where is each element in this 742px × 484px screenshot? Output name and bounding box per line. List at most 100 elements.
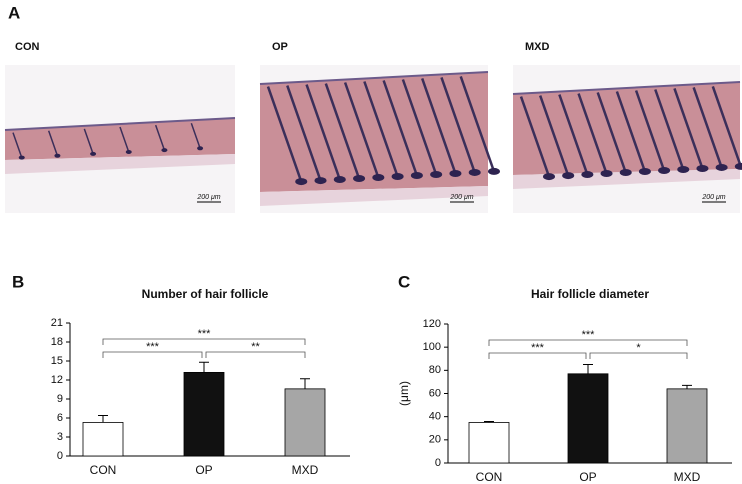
error-bar [484,421,494,423]
y-tick-label: 80 [429,364,441,376]
follicle-bulb [468,168,481,176]
follicle-bulb [581,171,594,179]
follicle-bulb [410,171,423,179]
image-label: CON [15,41,40,53]
significance-bracket [488,339,688,346]
y-tick-label: 15 [51,355,63,367]
follicle [266,86,303,182]
follicle [154,124,166,151]
follicle [343,82,380,178]
significance-bracket [488,352,587,359]
bar [468,422,510,464]
y-tick-label: 21 [51,317,63,329]
follicle [577,93,608,174]
image-label: MXD [525,41,550,53]
significance-label: *** [146,341,160,353]
tissue [513,82,740,175]
follicle [539,95,570,176]
follicle [615,91,647,172]
follicle-bulb [353,175,366,183]
scale-label: 200 μm [701,194,725,201]
x-tick-label: CON [90,463,117,477]
follicle [83,128,94,155]
histology-image [4,65,236,213]
y-tick-label: 6 [57,412,63,424]
follicle [558,94,589,175]
follicle-bulb [391,173,404,181]
tissue [5,118,235,160]
scale-label: 200 μm [196,194,220,201]
histology-image [259,65,500,213]
follicle-bulb [638,168,651,176]
follicle-bulb [125,150,132,154]
y-tick-label: 18 [51,336,63,348]
significance-label: * [636,342,641,354]
significance-bracket [102,338,306,345]
follicle-bulb [600,170,613,178]
fat-layer [5,154,235,174]
follicle-bulb [619,169,632,177]
follicle [119,126,130,153]
significance-label: *** [198,328,212,340]
y-tick-label: 0 [57,450,63,462]
y-tick-label: 3 [57,431,63,443]
panel-label: A [8,3,20,22]
error-bar [583,364,593,374]
y-tick-label: 120 [423,318,441,330]
follicle [673,88,704,169]
follicle [692,87,723,168]
follicle-bulb [295,178,308,186]
histology-image [512,65,742,213]
y-tick-label: 20 [429,434,441,446]
error-bar [682,384,692,389]
follicle-bulb [562,172,575,180]
follicle-bulb [90,151,97,156]
bar [666,388,708,464]
follicle-bulb [696,164,709,172]
follicle [382,80,419,176]
x-tick-label: MXD [674,470,701,484]
error-bar [199,361,209,373]
follicle-bulb [333,176,346,184]
bar [284,388,326,457]
scale-label: 200 μm [449,194,473,201]
follicle-bulb [449,169,462,177]
follicle [305,84,341,180]
follicle [324,83,361,179]
x-tick-label: OP [195,463,212,477]
follicle-bulb [658,166,671,174]
follicle [47,130,59,156]
follicle [459,76,496,172]
significance-label: *** [582,329,596,341]
bar [82,422,124,457]
chart-title: Number of hair follicle [142,287,269,301]
x-tick-label: MXD [292,463,319,477]
follicle [401,79,438,175]
y-axis-label: (μm) [397,381,411,406]
y-tick-label: 40 [429,411,441,423]
epidermis [512,81,741,95]
follicle-bulb [734,162,742,170]
image-label: OP [272,41,288,53]
follicle [634,90,666,171]
significance-bracket [102,351,203,358]
significance-bracket [589,352,688,359]
follicle-bulb [543,173,555,181]
follicle-bulb [314,177,327,185]
y-tick-label: 100 [423,341,441,353]
follicle-bulb [372,174,385,182]
y-tick-label: 9 [57,393,63,405]
follicle [711,86,742,167]
follicle [519,96,551,177]
y-tick-label: 0 [435,457,441,469]
panel-label: C [398,272,410,291]
follicle-bulb [197,146,204,151]
epidermis [259,71,489,85]
significance-label: *** [531,342,545,354]
bar [567,373,609,464]
follicle-bulb [430,170,443,178]
x-tick-label: OP [579,470,596,484]
follicle-bulb [18,155,25,160]
follicle [654,89,685,170]
